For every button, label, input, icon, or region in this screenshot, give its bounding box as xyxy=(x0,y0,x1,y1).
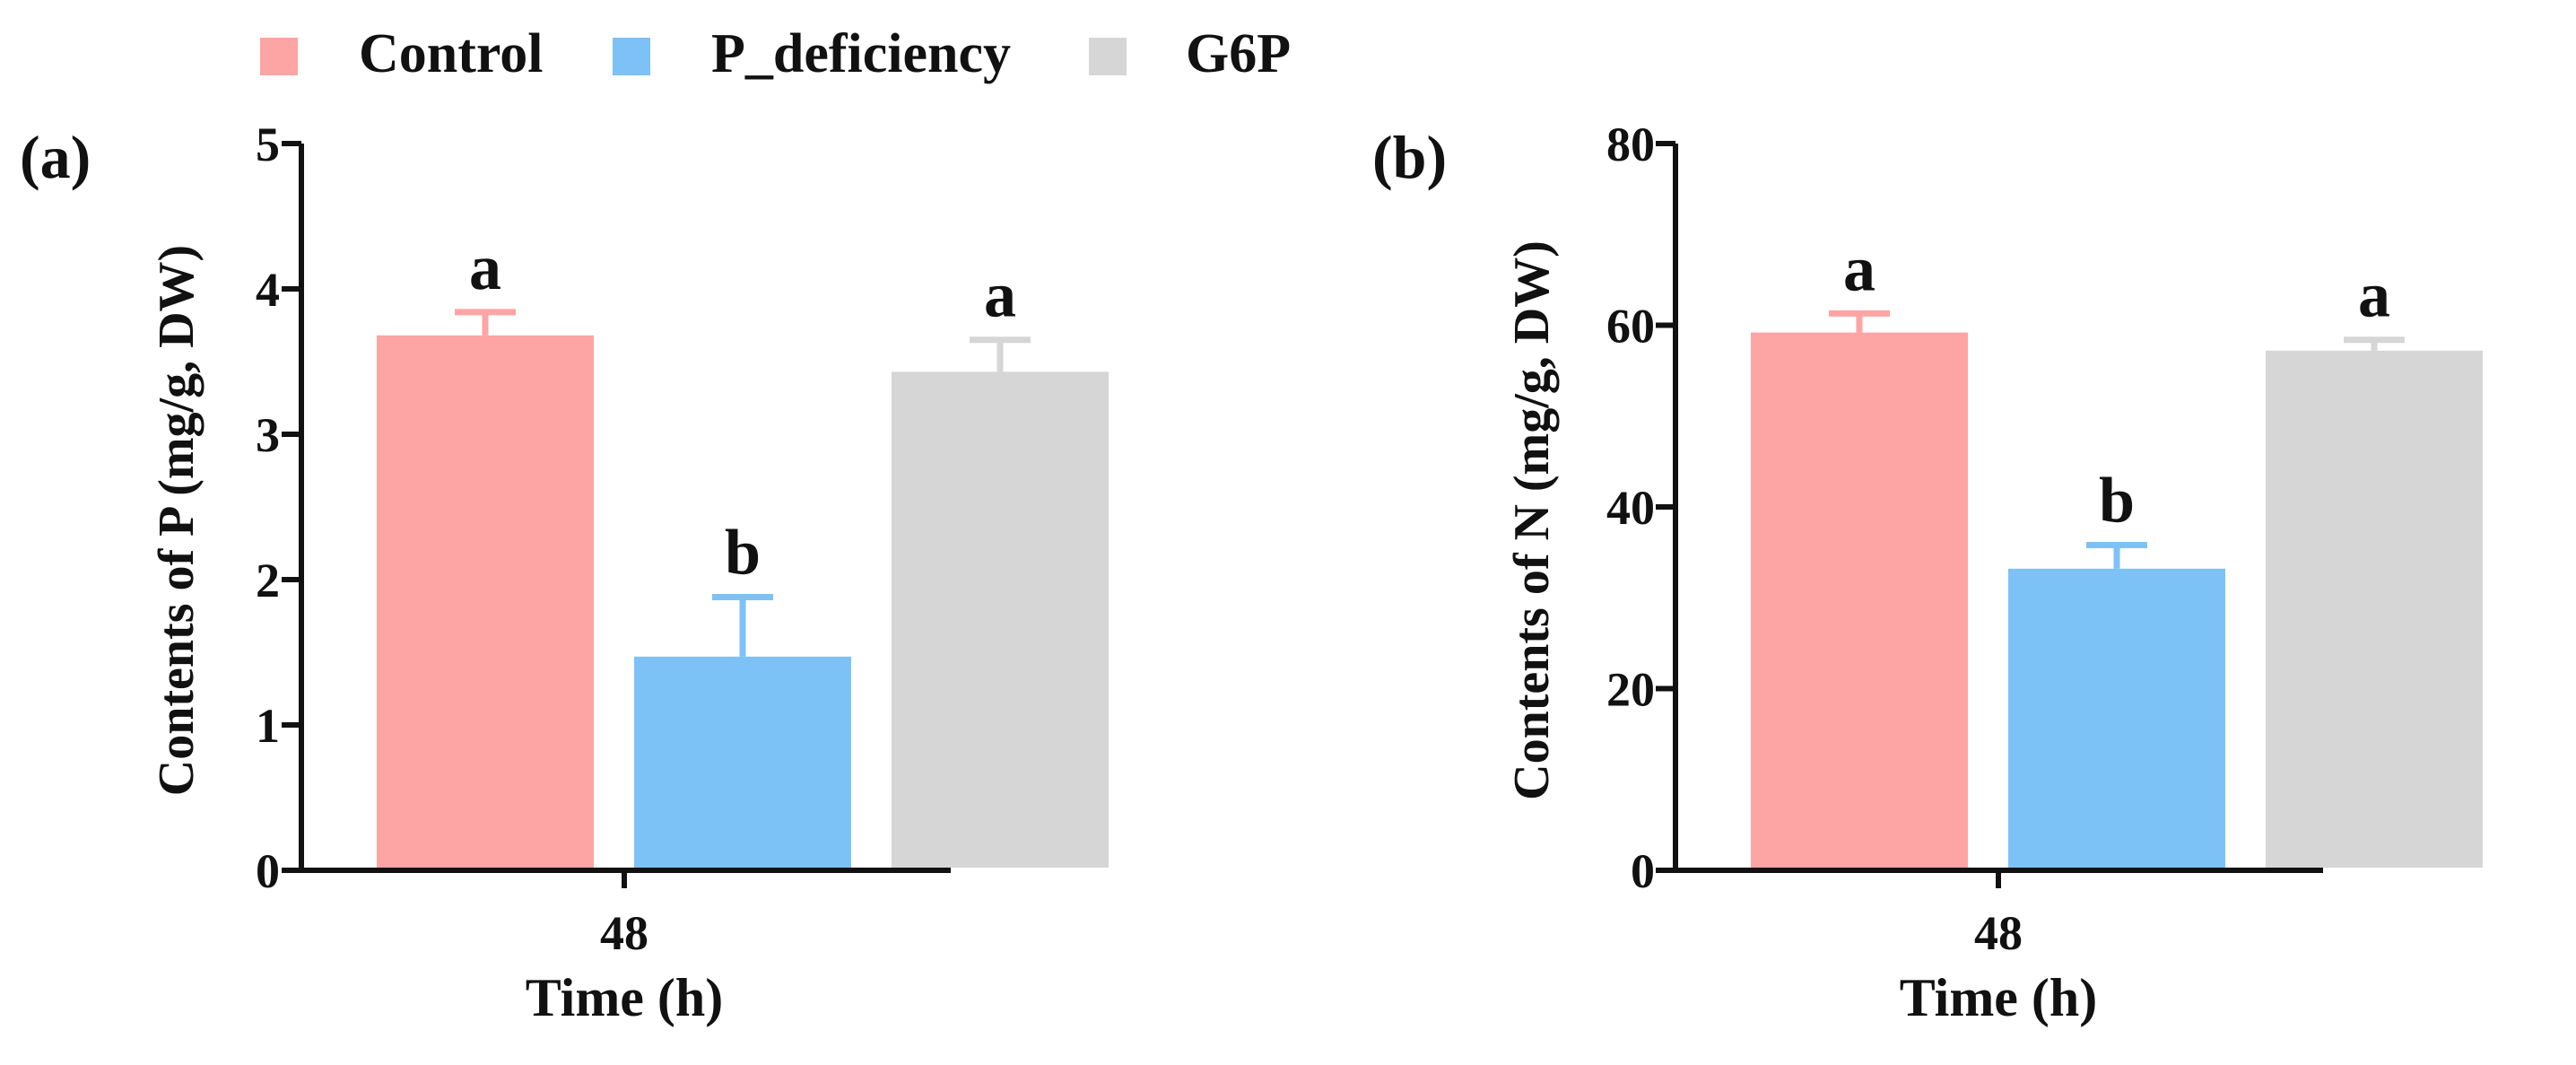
y-tick-label-b-4: 80 xyxy=(1606,118,1655,171)
legend-swatch-g6p xyxy=(1089,38,1127,75)
y-tick-label-a-1: 1 xyxy=(256,699,280,753)
x-axis-label-a: Time (h) xyxy=(526,968,724,1027)
significance-label-a-control: a xyxy=(469,231,501,303)
panel-b: (b) Contents of N (mg/g, DW) 0 20 40 60 80 a… xyxy=(1372,118,2483,1027)
y-axis-label-a: Contents of P (mg/g, DW) xyxy=(149,245,205,796)
y-tick-label-a-3: 3 xyxy=(256,408,280,462)
bar-b-control xyxy=(1751,332,1968,869)
significance-label-a-g6p: a xyxy=(984,259,1016,331)
bar-a-g6p xyxy=(892,371,1109,869)
significance-label-b-p-deficiency: b xyxy=(2099,465,2135,537)
y-tick-label-b-0: 0 xyxy=(1631,844,1655,898)
x-tick-label-a: 48 xyxy=(600,906,648,960)
significance-label-b-control: a xyxy=(1843,232,1875,304)
y-tick-label-b-2: 40 xyxy=(1606,481,1655,535)
y-tick-label-a-5: 5 xyxy=(256,118,280,171)
legend-item-control: Control xyxy=(260,23,544,84)
legend-swatch-control xyxy=(260,38,298,75)
y-axis-label-b: Contents of N (mg/g, DW) xyxy=(1504,240,1560,800)
legend-label-p-deficiency: P_deficiency xyxy=(711,23,1011,84)
y-tick-label-a-0: 0 xyxy=(256,844,280,898)
significance-label-b-g6p: a xyxy=(2358,259,2390,331)
panel-a: (a) Contents of P (mg/g, DW) 0 1 2 3 4 5 a ba … xyxy=(20,118,1109,1027)
bar-a-control xyxy=(377,335,594,869)
x-axis-label-b: Time (h) xyxy=(1900,968,2098,1027)
panel-label-a: (a) xyxy=(20,123,91,191)
y-tick-label-a-4: 4 xyxy=(256,263,280,317)
y-ticks-a: 0 1 2 3 4 5 xyxy=(256,118,301,898)
bars-a: a b a xyxy=(377,231,1109,869)
y-tick-label-b-1: 20 xyxy=(1606,663,1655,717)
legend-swatch-p-deficiency xyxy=(613,38,650,75)
bar-b-g6p xyxy=(2266,350,2483,869)
legend-item-p-deficiency: P_deficiency xyxy=(613,23,1011,84)
bar-a-p-deficiency xyxy=(634,656,851,868)
x-tick-label-b: 48 xyxy=(1974,906,2023,960)
y-tick-label-b-3: 60 xyxy=(1606,300,1655,354)
panel-label-b: (b) xyxy=(1372,123,1447,191)
bars-b: a b a xyxy=(1751,232,2483,869)
y-tick-label-a-2: 2 xyxy=(256,554,280,607)
bar-b-p-deficiency xyxy=(2008,568,2225,868)
legend-label-control: Control xyxy=(359,23,544,84)
legend: Control P_deficiency G6P xyxy=(260,23,1291,84)
y-ticks-b: 0 20 40 60 80 xyxy=(1606,118,1675,898)
legend-label-g6p: G6P xyxy=(1186,23,1291,84)
legend-item-g6p: G6P xyxy=(1089,23,1291,84)
significance-label-a-p-deficiency: b xyxy=(725,516,761,588)
